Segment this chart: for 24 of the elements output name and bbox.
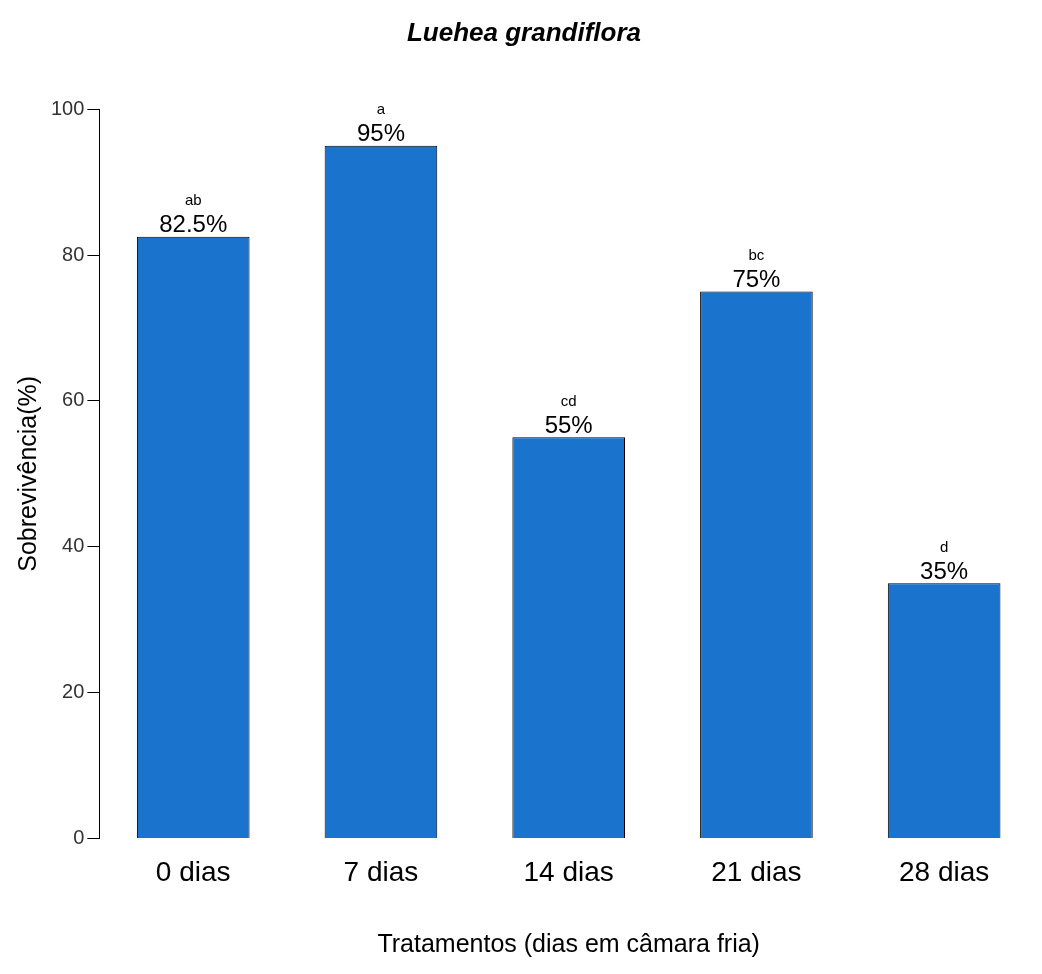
y-tick-label: 80 (62, 242, 85, 265)
data-label: 82.5% (159, 210, 228, 238)
annotation: a (376, 100, 386, 118)
annotation: cd (560, 391, 577, 409)
x-tick-label: 14 dias (523, 855, 614, 887)
x-tick-label: 7 dias (343, 855, 419, 887)
chart-title: Luehea grandiflora (406, 16, 642, 47)
x-axis-title: Tratamentos (dias em câmara fria) (377, 928, 760, 957)
data-label: 75% (732, 265, 781, 293)
annotation: ab (184, 191, 202, 209)
annotation: d (939, 537, 949, 555)
y-tick-label: 100 (50, 96, 85, 119)
y-tick-label: 20 (62, 680, 85, 703)
x-tick-label: 21 dias (711, 855, 802, 887)
y-tick-label: 60 (62, 388, 85, 411)
data-label: 95% (356, 119, 405, 147)
y-tick-label: 0 (73, 825, 85, 848)
data-label: 55% (544, 410, 593, 438)
y-tick-label: 40 (62, 534, 85, 557)
x-tick-label: 28 dias (898, 855, 990, 887)
x-tick-label: 0 dias (155, 855, 231, 887)
annotation: bc (748, 246, 765, 264)
data-label: 35% (920, 556, 969, 584)
y-axis-title: Sobrevivência(%) (12, 375, 41, 572)
